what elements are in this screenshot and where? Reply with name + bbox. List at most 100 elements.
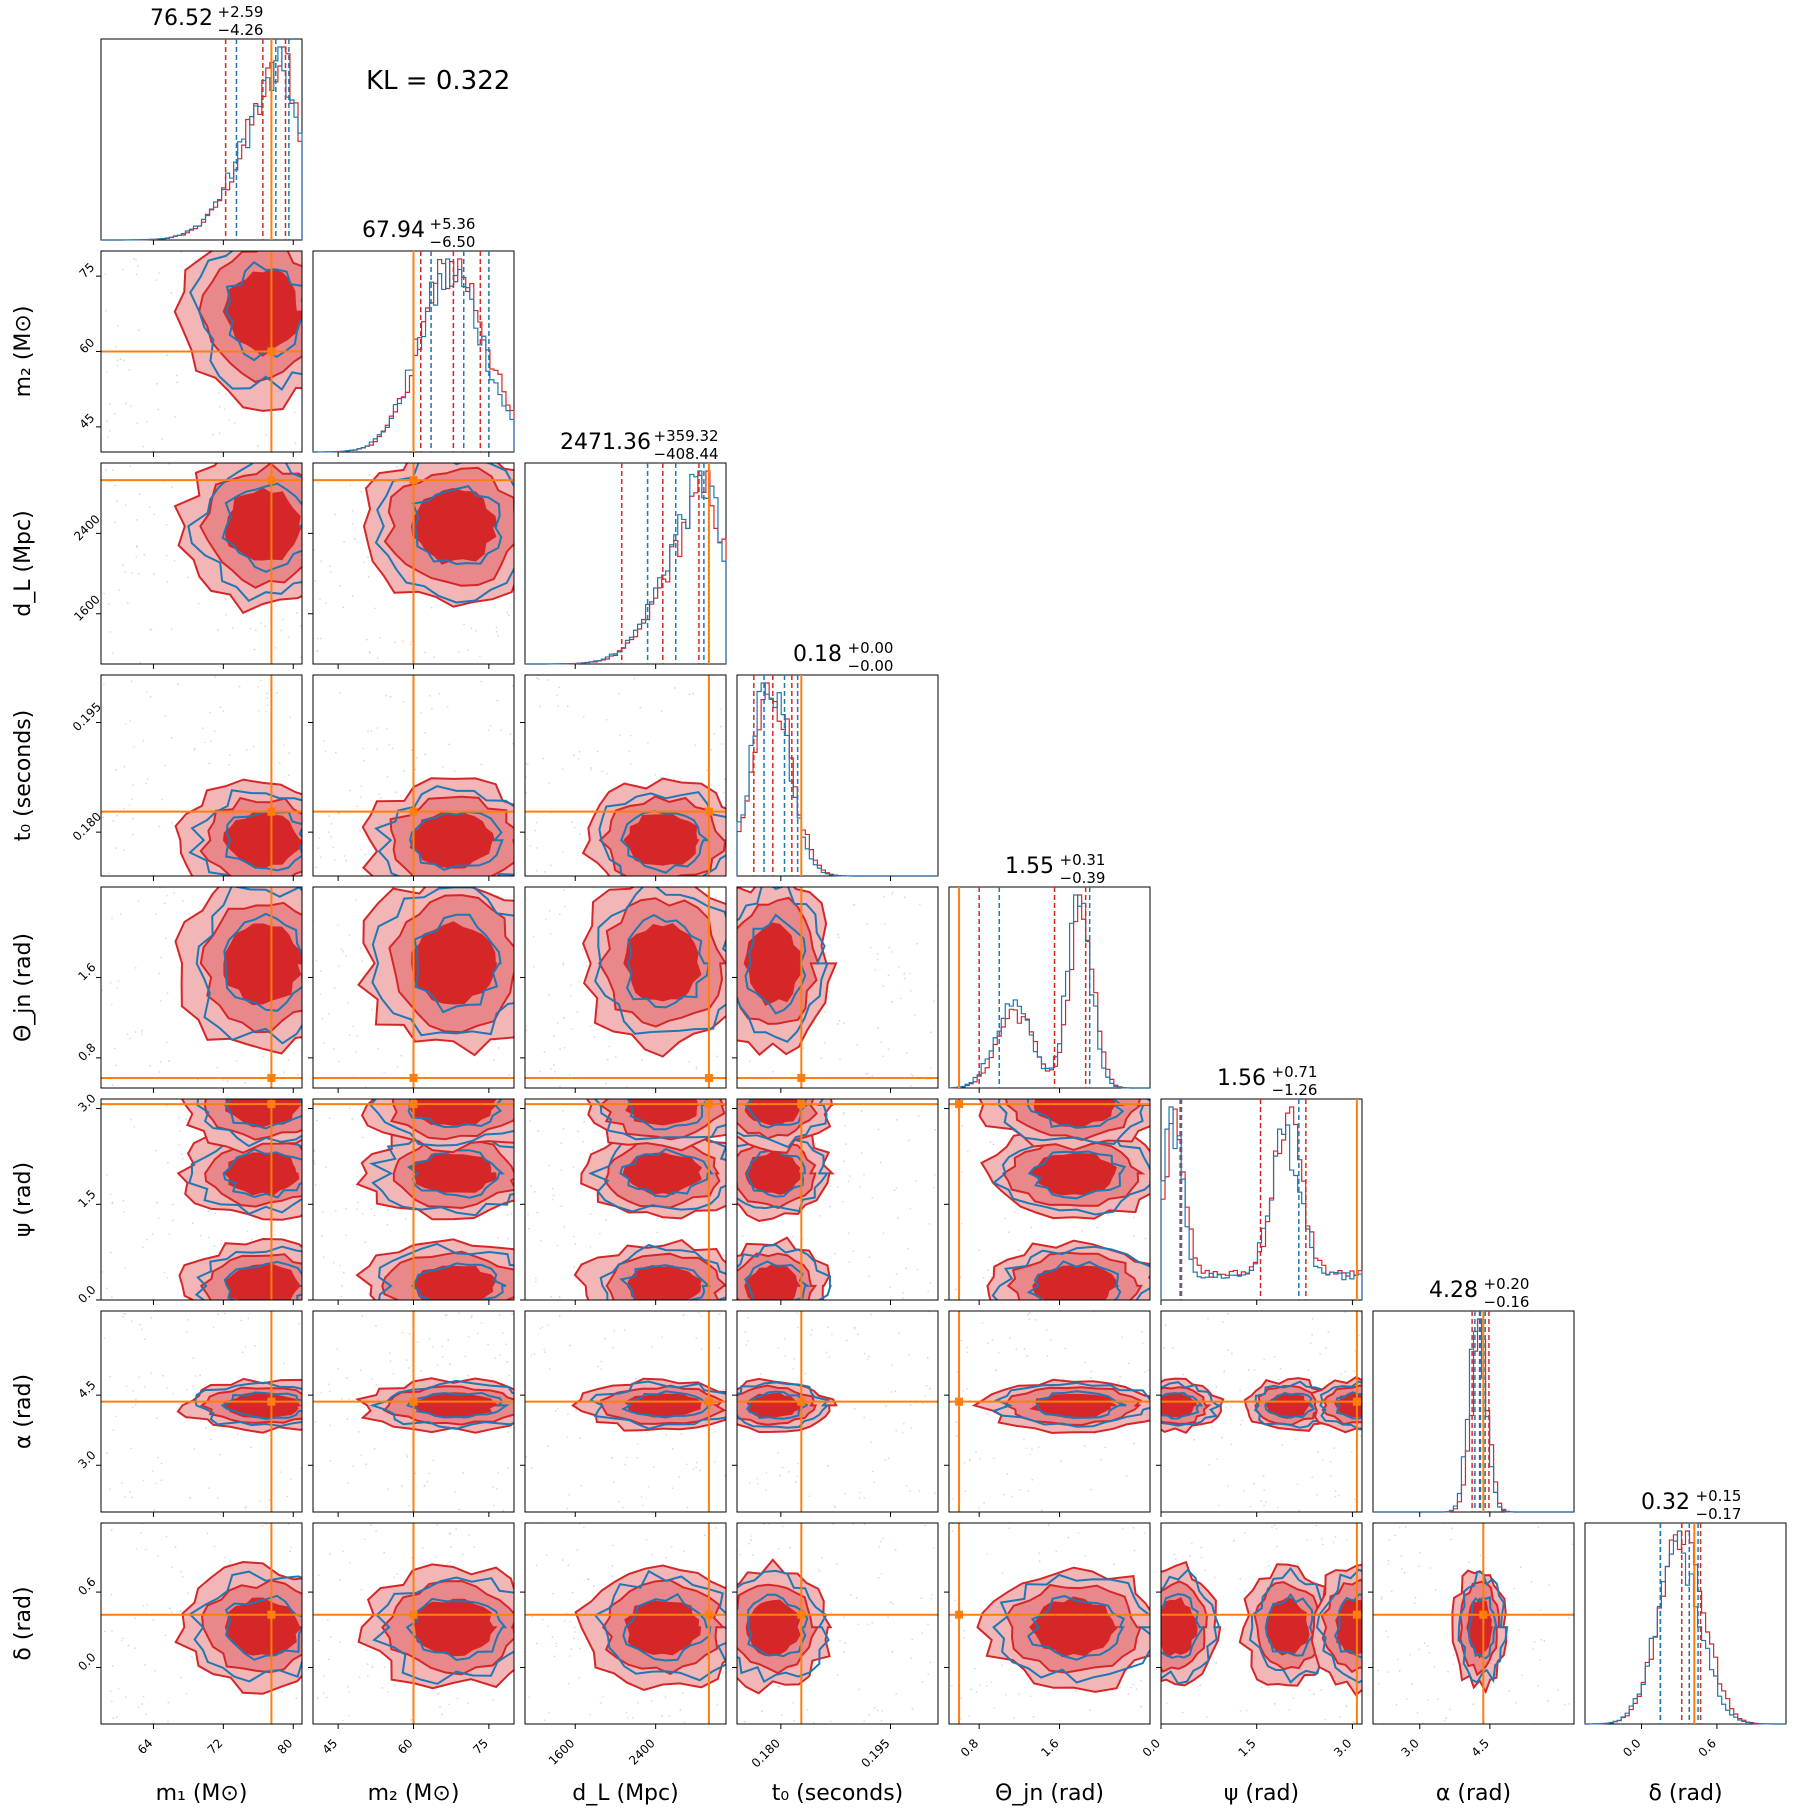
truth-marker bbox=[704, 1073, 713, 1082]
scatter-point bbox=[1322, 1458, 1324, 1461]
scatter-point bbox=[962, 1389, 965, 1392]
scatter-point bbox=[1253, 1369, 1256, 1372]
scatter-point bbox=[130, 1118, 133, 1121]
scatter-point bbox=[1241, 1419, 1244, 1422]
scatter-point bbox=[441, 1345, 444, 1348]
scatter-point bbox=[1315, 1493, 1318, 1496]
contour-blue-inner bbox=[409, 810, 504, 871]
scatter-point bbox=[1181, 1711, 1184, 1714]
panel-m2-psi bbox=[312, 1098, 515, 1301]
scatter-point bbox=[480, 603, 483, 605]
hist-blue-psi bbox=[1160, 1106, 1363, 1300]
scatter-point bbox=[1320, 1688, 1323, 1691]
scatter-point bbox=[283, 744, 286, 747]
hist-title-minus-alpha: −0.16 bbox=[1484, 1293, 1530, 1311]
scatter-point bbox=[207, 1487, 210, 1490]
contour-blue-outer bbox=[737, 1099, 828, 1149]
scatter-point bbox=[456, 1697, 459, 1700]
scatter-point bbox=[511, 685, 514, 687]
scatter-point bbox=[315, 1119, 318, 1122]
scatter-point bbox=[1128, 1362, 1130, 1365]
scatter-point bbox=[506, 1360, 509, 1363]
scatter-point bbox=[164, 764, 167, 767]
scatter-point bbox=[193, 748, 195, 751]
scatter-point bbox=[116, 359, 119, 362]
contour-blue-inner bbox=[747, 1593, 809, 1658]
scatter-point bbox=[589, 1245, 592, 1248]
scatter-point bbox=[916, 942, 919, 945]
scatter-point bbox=[688, 693, 691, 696]
scatter-point bbox=[438, 1692, 441, 1695]
scatter-point bbox=[765, 1489, 768, 1492]
scatter-point bbox=[124, 402, 127, 405]
hist-panel-alpha: 4.28 +0.20−0.16 bbox=[1372, 1275, 1575, 1513]
scatter-point bbox=[192, 1385, 195, 1388]
contour-inner bbox=[1029, 1596, 1120, 1658]
scatter-point bbox=[348, 1398, 350, 1401]
y-tick-label-delta: 0.6 bbox=[75, 1575, 98, 1598]
scatter-point bbox=[119, 913, 122, 915]
scatter-point bbox=[1537, 1526, 1540, 1529]
contour-inner bbox=[622, 1152, 703, 1196]
scatter-point bbox=[424, 651, 426, 654]
scatter-point bbox=[842, 1200, 844, 1203]
scatter-point bbox=[561, 768, 564, 771]
scatter-point bbox=[1378, 1682, 1381, 1685]
scatter-point bbox=[876, 1709, 879, 1712]
scatter-point bbox=[342, 606, 345, 609]
scatter-point bbox=[1429, 1567, 1432, 1569]
scatter-point bbox=[1216, 1458, 1219, 1460]
scatter-point bbox=[681, 1692, 684, 1694]
scatter-point bbox=[428, 1472, 431, 1475]
scatter-point bbox=[916, 1268, 919, 1271]
scatter-point bbox=[207, 1236, 210, 1239]
scatter-point bbox=[315, 866, 318, 869]
hist-title-minus-dl: −408.44 bbox=[654, 445, 719, 463]
scatter-point bbox=[849, 1594, 852, 1596]
scatter-point bbox=[1404, 1525, 1407, 1528]
scatter-point bbox=[112, 1429, 115, 1432]
hist-title-plus-t0: +0.00 bbox=[848, 639, 894, 657]
scatter-point bbox=[359, 1369, 362, 1372]
scatter-point bbox=[129, 405, 132, 408]
scatter-point bbox=[608, 1045, 610, 1048]
scatter-point bbox=[110, 1529, 113, 1531]
scatter-point bbox=[635, 1377, 637, 1380]
scatter-point bbox=[554, 1409, 557, 1412]
scatter-point bbox=[180, 1570, 182, 1573]
scatter-point bbox=[497, 1471, 499, 1474]
scatter-point bbox=[1512, 1587, 1515, 1590]
scatter-point bbox=[144, 782, 147, 785]
scatter-point bbox=[839, 1639, 841, 1642]
scatter-point bbox=[550, 1067, 552, 1070]
truth-marker bbox=[1352, 1397, 1361, 1406]
scatter-point bbox=[1354, 1349, 1357, 1352]
scatter-point bbox=[979, 1457, 982, 1460]
scatter-point bbox=[562, 1110, 565, 1112]
scatter-point bbox=[1311, 1333, 1314, 1336]
scatter-point bbox=[129, 719, 131, 722]
scatter-point bbox=[887, 1616, 889, 1618]
scatter-point bbox=[910, 1656, 913, 1659]
scatter-point bbox=[952, 1498, 954, 1500]
contour-blue-inner bbox=[1026, 1099, 1125, 1129]
scatter-point bbox=[543, 1348, 546, 1351]
scatter-point bbox=[112, 1665, 114, 1667]
scatter-point bbox=[929, 1282, 932, 1284]
scatter-point bbox=[1507, 1635, 1510, 1638]
scatter-point bbox=[393, 1576, 396, 1579]
scatter-point bbox=[954, 1599, 957, 1602]
scatter-point bbox=[863, 1497, 866, 1499]
truth-marker bbox=[704, 1397, 713, 1406]
hist-title-minus-thetajn: −0.39 bbox=[1060, 869, 1106, 887]
scatter-point bbox=[316, 637, 319, 640]
x-tick-label-dl: 2400 bbox=[626, 1736, 657, 1767]
scatter-point bbox=[1294, 1438, 1297, 1441]
scatter-point bbox=[1338, 1494, 1340, 1497]
scatter-point bbox=[135, 518, 138, 521]
scatter-point bbox=[1530, 1581, 1533, 1583]
scatter-point bbox=[587, 1578, 590, 1581]
scatter-point bbox=[685, 1463, 688, 1466]
scatter-point bbox=[364, 1241, 367, 1244]
scatter-point bbox=[134, 1398, 137, 1401]
